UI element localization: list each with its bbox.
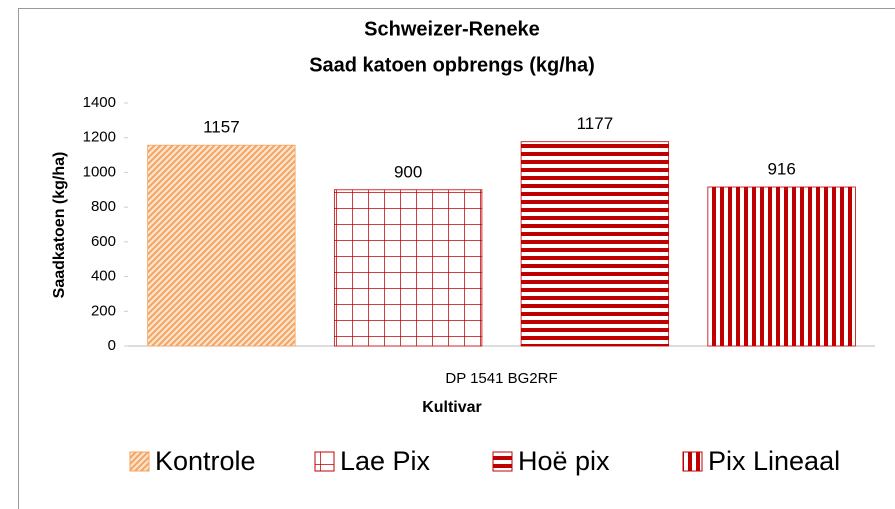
y-tick-label: 400 — [91, 268, 116, 285]
x-tick-label: DP 1541 BG2RF — [445, 370, 557, 387]
legend-swatch — [129, 451, 150, 472]
y-tick-label: 800 — [91, 198, 116, 215]
bar — [520, 141, 670, 347]
y-tick-label: 1400 — [83, 94, 116, 111]
y-tick-label: 200 — [91, 302, 116, 319]
y-tick-label: 600 — [91, 233, 116, 250]
y-axis-label: Saadkatoen (kg/ha) — [51, 152, 68, 299]
legend-label: Lae Pix — [340, 446, 431, 476]
data-label: 1177 — [577, 114, 614, 133]
legend-label: Hoë pix — [518, 446, 610, 476]
data-label: 916 — [767, 159, 795, 178]
legend-label: Kontrole — [155, 446, 256, 476]
y-tick-label: 0 — [108, 337, 116, 354]
legend-swatch — [682, 451, 703, 472]
bar — [333, 189, 483, 347]
data-label: 1157 — [203, 118, 240, 137]
legend-swatch — [492, 451, 513, 472]
y-tick-label: 1000 — [83, 163, 116, 180]
y-tick-label: 1200 — [83, 129, 116, 146]
chart-title: Schweizer-Reneke — [364, 18, 540, 40]
legend-label: Pix Lineaal — [708, 446, 840, 476]
x-axis-label: Kultivar — [422, 399, 482, 416]
bar — [707, 186, 856, 347]
bar — [147, 144, 296, 347]
chart-subtitle: Saad katoen opbrengs (kg/ha) — [309, 54, 595, 76]
data-label: 900 — [394, 162, 422, 181]
legend-swatch — [314, 451, 335, 472]
